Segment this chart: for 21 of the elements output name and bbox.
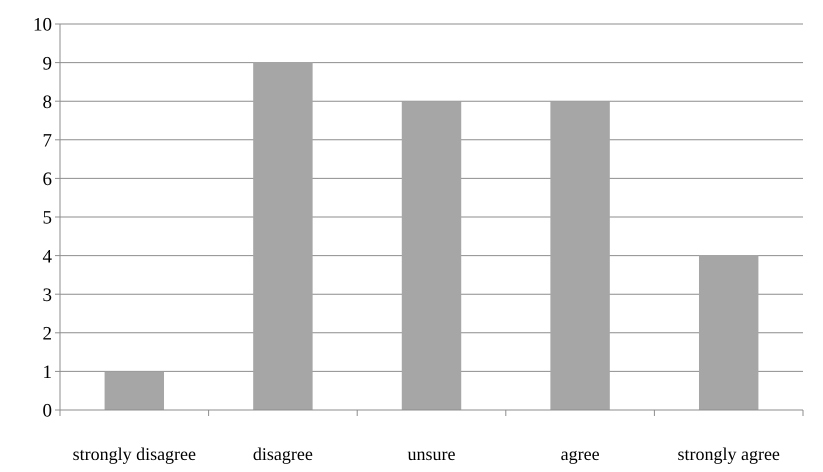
y-tick-label: 1 — [42, 362, 52, 384]
y-tick-label: 5 — [42, 208, 52, 229]
y-tick-label: 2 — [42, 323, 52, 344]
x-tick-label: strongly agree — [677, 444, 780, 464]
y-tick-label: 0 — [42, 400, 52, 422]
y-tick-label: 3 — [42, 284, 52, 306]
x-tick-label: unsure — [408, 444, 456, 464]
bar — [698, 256, 758, 410]
x-tick-label: disagree — [252, 444, 313, 464]
y-tick-label: 6 — [42, 169, 52, 190]
bar — [402, 101, 462, 410]
y-tick-label: 7 — [42, 130, 52, 152]
y-tick-label: 10 — [33, 14, 52, 36]
y-tick-label: 9 — [42, 53, 52, 74]
y-tick-label: 4 — [42, 246, 52, 268]
x-tick-label: agree — [560, 444, 600, 464]
bar — [104, 371, 164, 410]
x-tick-label: strongly disagree — [72, 444, 196, 464]
bar — [550, 101, 610, 410]
bar — [253, 62, 313, 410]
y-tick-label: 8 — [42, 92, 52, 113]
